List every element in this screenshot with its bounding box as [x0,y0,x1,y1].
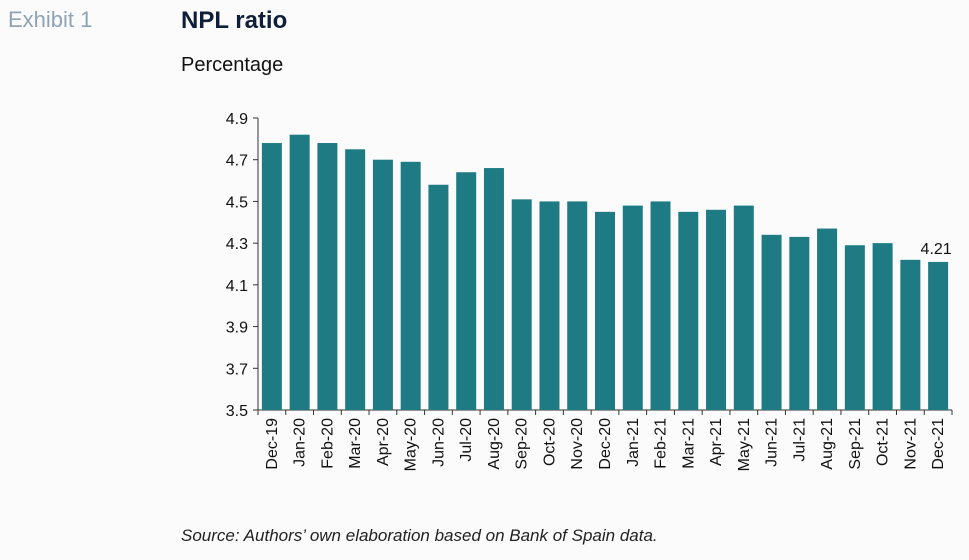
y-tick-label: 4.7 [226,153,248,170]
x-tick-label: Jan-20 [292,418,309,467]
bar [567,201,588,410]
bar [733,205,754,410]
x-tick-label: Jan-21 [625,418,642,467]
bar [483,168,504,410]
x-tick-label: May-20 [403,418,420,471]
x-tick-label: Feb-20 [319,418,336,469]
bar [761,234,782,410]
x-tick-label: Jun-21 [764,418,781,467]
bar [678,211,699,410]
bar [900,259,921,410]
x-tick-label: Nov-21 [902,418,919,470]
x-tick-label: Jul-20 [458,418,475,462]
x-tick-label: Apr-21 [708,418,725,466]
data-label: 4.21 [921,241,952,258]
bar [289,134,310,410]
x-tick-label: Aug-20 [486,418,503,470]
y-tick-label: 3.5 [226,403,248,420]
bar [928,261,949,410]
x-tick-label: Oct-21 [875,418,892,466]
bar [622,205,643,410]
bar [650,201,671,410]
chart-title: NPL ratio [181,7,288,34]
x-tick-label: Mar-20 [347,418,364,469]
x-tick-label: Sep-21 [847,418,864,470]
bar [372,159,393,410]
bar [595,211,615,410]
bar [261,143,282,410]
x-tick-label: Dec-20 [597,418,614,470]
bar [539,201,560,410]
y-tick-label: 4.1 [226,278,248,295]
bar [345,149,366,411]
exhibit-label: Exhibit 1 [8,7,93,32]
x-tick-label: Jun-20 [430,418,447,467]
x-tick-label: Feb-21 [653,418,670,469]
bar [789,236,810,410]
bar [456,172,477,410]
bar [706,209,727,410]
bar [400,161,421,410]
source-note: Source: Authors’ own elaboration based o… [181,526,658,545]
y-tick-label: 4.9 [226,111,248,128]
x-tick-label: Sep-20 [514,418,531,470]
x-tick-label: Dec-19 [264,418,281,470]
bar [872,243,893,410]
x-tick-label: Jul-21 [791,418,808,462]
bar [428,184,449,410]
y-tick-label: 3.7 [226,361,248,378]
chart-subtitle: Percentage [181,54,284,76]
x-tick-label: Oct-20 [541,418,558,466]
x-tick-label: Nov-20 [569,418,586,470]
x-tick-label: Apr-20 [375,418,392,466]
bar [317,143,338,410]
bar [817,228,838,410]
y-tick-label: 3.9 [226,320,248,337]
bar [511,199,532,410]
x-tick-label: Aug-21 [819,418,836,470]
x-tick-label: May-21 [736,418,753,471]
bar [844,245,865,410]
x-tick-label: Dec-21 [930,418,947,470]
x-tick-label: Mar-21 [680,418,697,469]
y-tick-label: 4.3 [226,236,248,253]
y-tick-label: 4.5 [226,194,248,211]
